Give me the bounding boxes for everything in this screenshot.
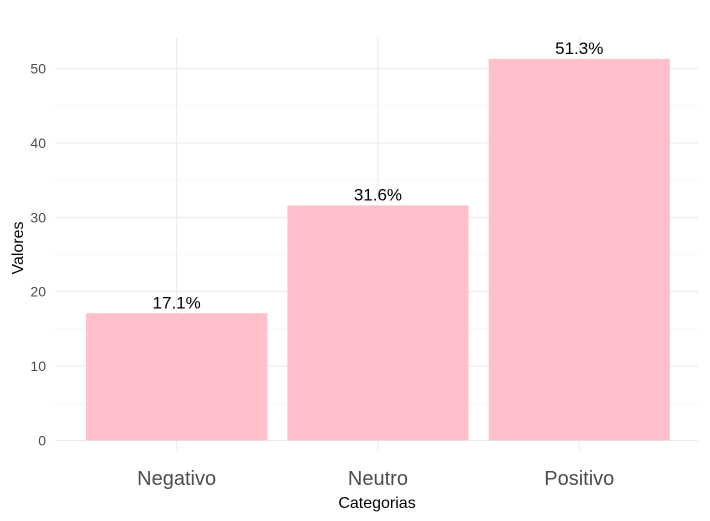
data-label-positivo: 51.3%	[555, 39, 603, 58]
data-label-neutro: 31.6%	[354, 185, 402, 204]
x-tick-label: Neutro	[348, 468, 408, 490]
x-axis-title: Categorias	[338, 495, 415, 512]
y-tick-label: 30	[30, 209, 46, 225]
y-axis-title: Valores	[10, 221, 27, 274]
y-tick-label: 20	[30, 284, 46, 300]
x-tick-label: Positivo	[544, 468, 614, 490]
y-tick-label: 50	[30, 61, 46, 77]
y-axis-ticks: 0 10 20 30 40 50	[30, 61, 46, 449]
y-tick-label: 40	[30, 135, 46, 151]
bars	[86, 58, 670, 441]
bar-positivo	[488, 58, 670, 441]
x-tick-label: Negativo	[137, 468, 216, 490]
bar-negativo	[86, 313, 268, 441]
x-axis-ticks: Negativo Neutro Positivo	[137, 468, 614, 490]
y-tick-label: 10	[30, 358, 46, 374]
data-labels: 17.1% 31.6% 51.3%	[153, 39, 604, 312]
bar-neutro	[287, 205, 469, 441]
data-label-negativo: 17.1%	[153, 293, 201, 312]
y-tick-label: 0	[38, 433, 46, 449]
